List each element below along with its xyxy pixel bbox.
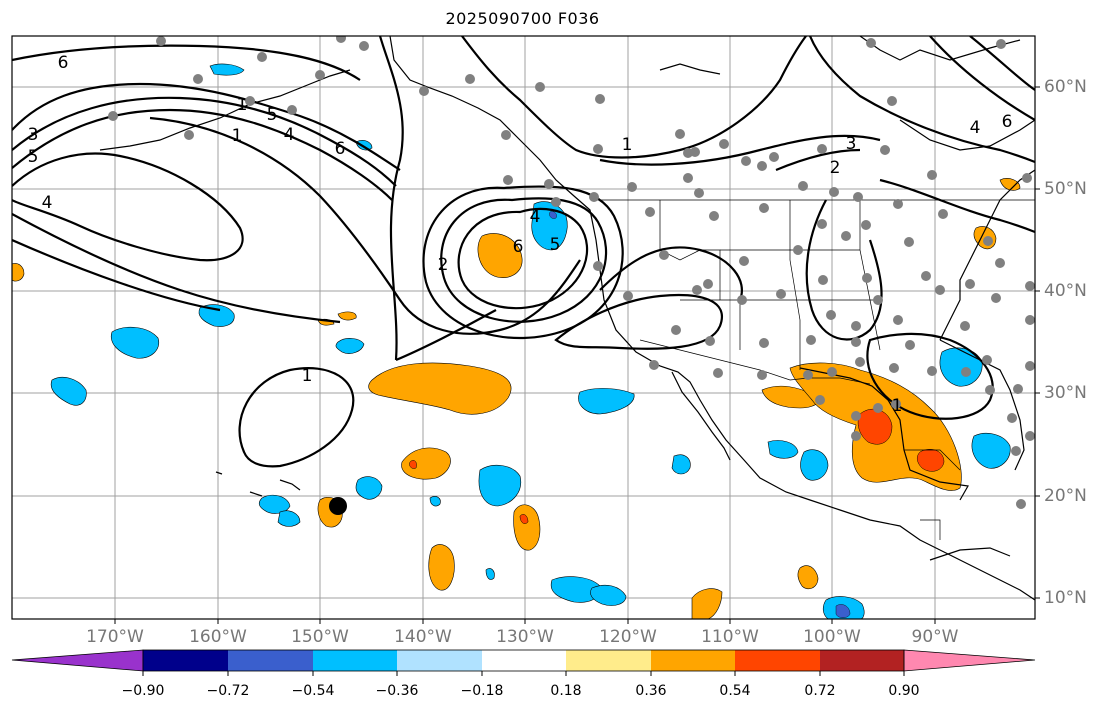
colorbar-extend-low bbox=[11, 649, 144, 672]
contour-lines bbox=[12, 36, 1035, 468]
contour-label: 4 bbox=[530, 207, 541, 227]
colorbar-tick-label: 0.18 bbox=[550, 683, 582, 699]
coastlines bbox=[99, 36, 1035, 601]
contour-label: 4 bbox=[970, 118, 981, 138]
lon-label: 130°W bbox=[496, 627, 554, 647]
contour-label: 1 bbox=[892, 396, 903, 416]
contour-label: 5 bbox=[550, 235, 561, 255]
strong-negative-fills bbox=[549, 211, 851, 618]
colorbar-extend-high bbox=[903, 649, 1036, 672]
contour-label-group: 6 3 5 4 1 1 5 4 6 2 4 6 5 1 3 2 4 6 1 1 bbox=[28, 53, 1013, 416]
lon-label: 170°W bbox=[86, 627, 144, 647]
contour-label: 1 bbox=[232, 126, 243, 146]
colorbar-tick-label: 0.72 bbox=[804, 683, 836, 699]
contour-label: 5 bbox=[28, 147, 39, 167]
lat-label: 60°N bbox=[1044, 77, 1087, 97]
contour-label: 1 bbox=[622, 135, 633, 155]
lon-label: 150°W bbox=[291, 627, 349, 647]
colorbar-segment bbox=[143, 650, 228, 671]
lon-label: 110°W bbox=[701, 627, 759, 647]
colorbar-segment bbox=[313, 650, 397, 671]
lat-label: 30°N bbox=[1044, 383, 1087, 403]
contour-label: 3 bbox=[846, 134, 857, 154]
contour-label: 2 bbox=[830, 158, 841, 178]
colorbar-segment bbox=[651, 650, 735, 671]
colorbar-segment bbox=[735, 650, 820, 671]
contour-label: 6 bbox=[1002, 112, 1013, 132]
colorbar-tick-label: −0.72 bbox=[206, 683, 250, 699]
map-title: 2025090700 F036 bbox=[445, 9, 600, 28]
colorbar-tick-label: −0.90 bbox=[121, 683, 165, 699]
lon-label: 160°W bbox=[189, 627, 247, 647]
lat-label: 50°N bbox=[1044, 179, 1087, 199]
contour-label: 4 bbox=[42, 193, 53, 213]
contour-label: 1 bbox=[302, 366, 313, 386]
strong-positive-fills bbox=[409, 408, 945, 524]
highlight-point-marker bbox=[329, 497, 347, 515]
colorbar-segment bbox=[566, 650, 651, 671]
contour-label: 1 bbox=[237, 95, 248, 115]
lat-label: 40°N bbox=[1044, 281, 1087, 301]
contour-label: 2 bbox=[438, 255, 449, 275]
colorbar-tick-label: 0.90 bbox=[888, 683, 920, 699]
lon-label: 90°W bbox=[911, 627, 959, 647]
contour-label: 3 bbox=[28, 125, 39, 145]
colorbar-tick-label: −0.18 bbox=[460, 683, 504, 699]
colorbar-segment bbox=[820, 650, 904, 671]
contour-label: 6 bbox=[58, 53, 69, 73]
colorbar bbox=[11, 649, 1036, 676]
lat-label: 20°N bbox=[1044, 486, 1087, 506]
colorbar-tick-label: 0.54 bbox=[719, 683, 751, 699]
lon-label: 120°W bbox=[599, 627, 657, 647]
colorbar-tick-label: 0.36 bbox=[635, 683, 667, 699]
colorbar-segment bbox=[397, 650, 482, 671]
lon-label: 140°W bbox=[394, 627, 452, 647]
colorbar-segment bbox=[482, 650, 566, 671]
contour-label: 6 bbox=[513, 237, 524, 257]
lon-label: 100°W bbox=[803, 627, 861, 647]
negative-anomaly-fills bbox=[50, 63, 1011, 619]
station-markers bbox=[108, 36, 1035, 509]
contour-label: 6 bbox=[335, 139, 346, 159]
contour-label: 5 bbox=[267, 105, 278, 125]
lat-label: 10°N bbox=[1044, 588, 1087, 608]
colorbar-segment bbox=[228, 650, 313, 671]
contour-label: 4 bbox=[284, 125, 295, 145]
colorbar-tick-label: −0.36 bbox=[375, 683, 419, 699]
map-frame bbox=[11, 35, 1036, 620]
colorbar-tick-label: −0.54 bbox=[291, 683, 335, 699]
